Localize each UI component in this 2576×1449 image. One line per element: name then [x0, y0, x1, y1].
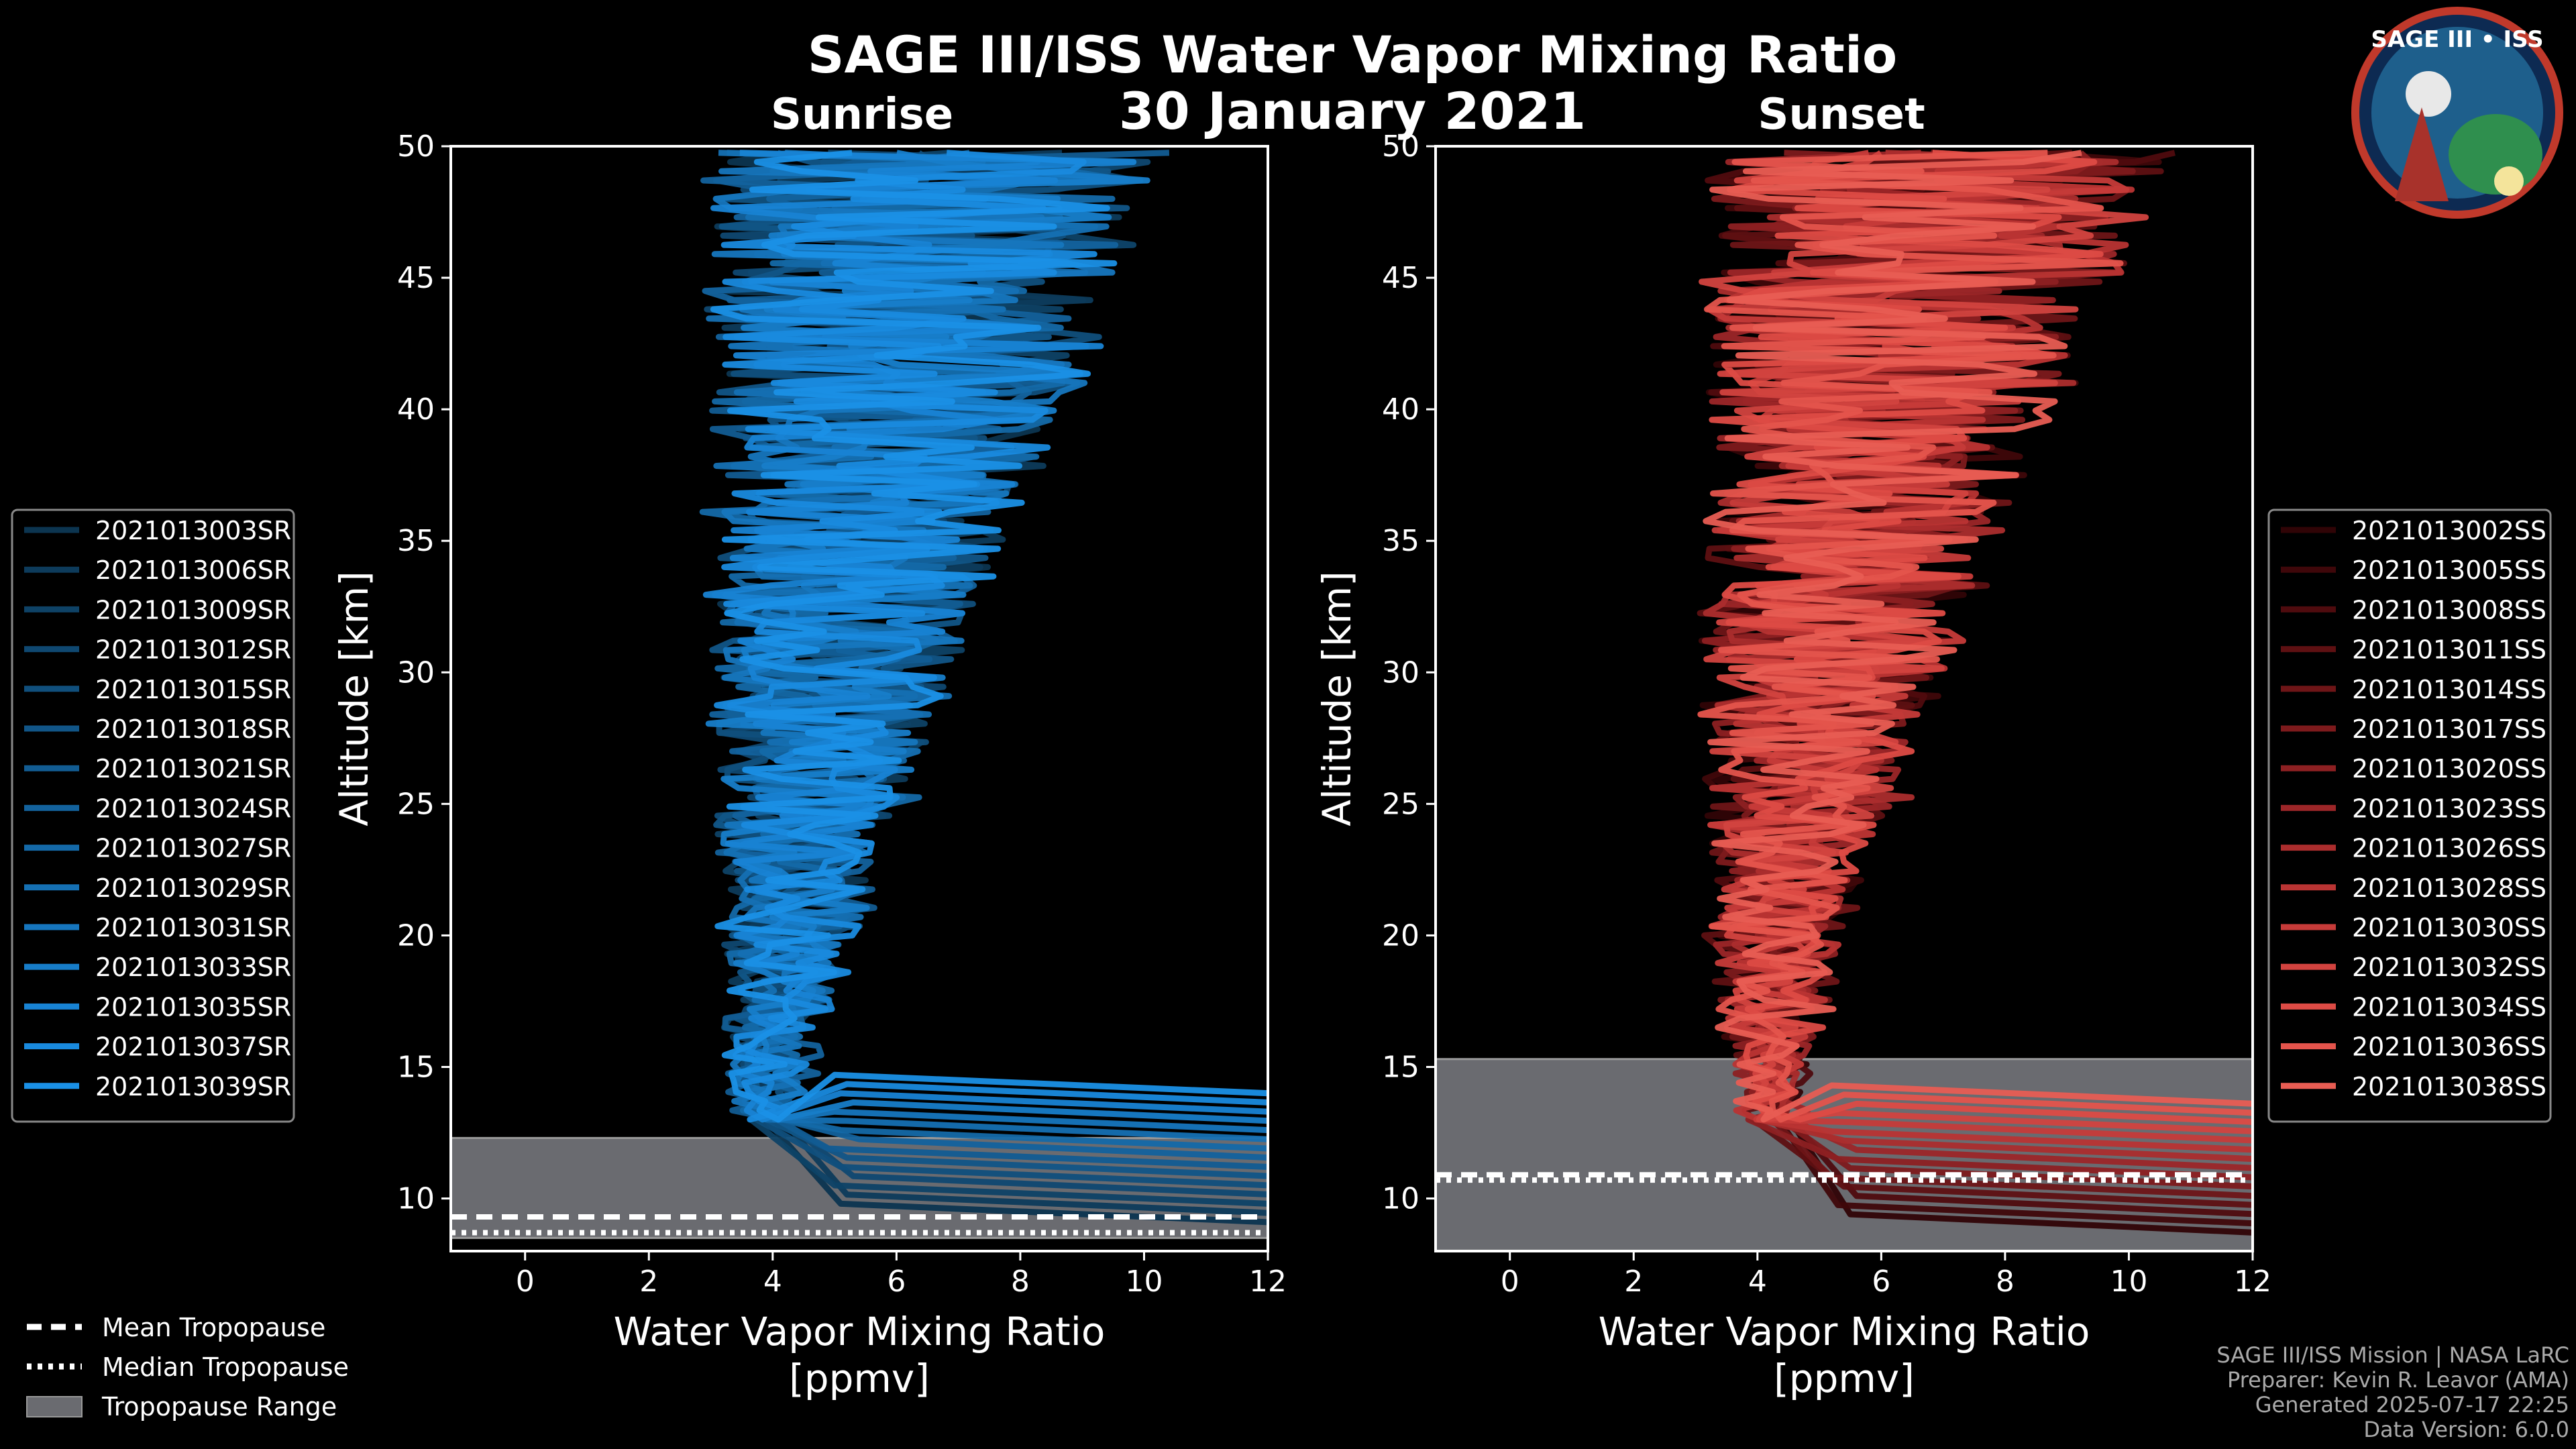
y-tick-label: 50	[397, 129, 435, 164]
y-axis-label: Altitude [km]	[1314, 571, 1360, 826]
legend-label: 2021013039SR	[95, 1072, 291, 1102]
legend-label: 2021013012SR	[95, 635, 291, 665]
legend-label: 2021013037SR	[95, 1032, 291, 1062]
series-legend: 2021013003SR 2021013006SR 2021013009SR 2021…	[11, 508, 295, 1123]
median-tropopause-label: Median Tropopause	[102, 1352, 349, 1382]
legend-box	[2267, 508, 2552, 1123]
profile-2021013039SR	[710, 150, 1268, 1123]
legend-label: 2021013036SS	[2352, 1032, 2546, 1062]
footer-line-1: SAGE III/ISS Mission | NASA LaRC	[2216, 1342, 2569, 1368]
x-tick-label: 0	[1501, 1265, 1519, 1299]
legend-label: 2021013031SR	[95, 913, 291, 943]
footer-line-4: Data Version: 6.0.0	[2363, 1417, 2569, 1442]
y-tick-label: 20	[397, 918, 435, 953]
y-tick-label: 15	[397, 1051, 435, 1085]
legend-label: 2021013005SS	[2352, 555, 2546, 585]
legend-label: 2021013028SS	[2352, 873, 2546, 903]
legend-label: 2021013026SS	[2352, 834, 2546, 863]
y-tick-label: 30	[397, 655, 435, 690]
legend-label: 2021013017SS	[2352, 714, 2546, 744]
x-axis-label-unit: [ppmv]	[789, 1356, 930, 1401]
x-tick-label: 2	[1624, 1265, 1643, 1299]
y-tick-label: 35	[397, 524, 435, 558]
legend-box	[11, 508, 295, 1123]
logo-text: SAGE III • ISS	[2371, 26, 2543, 53]
y-tick-label: 25	[1382, 787, 1419, 821]
profile-2021013037SR	[714, 150, 1268, 1123]
y-tick-label: 50	[1382, 129, 1419, 164]
tropopause-legend: Mean Tropopause Median Tropopause Tropop…	[26, 1313, 349, 1421]
y-tick-label: 25	[397, 787, 435, 821]
axes-frame	[1434, 145, 2254, 1252]
mean-tropopause-label: Mean Tropopause	[102, 1313, 325, 1342]
legend-label: 2021013029SR	[95, 873, 291, 903]
footer-credits: SAGE III/ISS Mission | NASA LaRC Prepare…	[2216, 1343, 2569, 1442]
y-tick-label: 40	[397, 392, 435, 427]
x-tick-label: 12	[2234, 1265, 2271, 1299]
legend-label: 2021013002SS	[2352, 516, 2546, 545]
footer-line-2: Preparer: Kevin R. Leavor (AMA)	[2226, 1367, 2569, 1393]
x-tick-label: 10	[1125, 1265, 1163, 1299]
legend-label: 2021013021SR	[95, 754, 291, 784]
legend-label: 2021013008SS	[2352, 595, 2546, 625]
y-tick-label: 20	[1382, 918, 1419, 953]
legend-label: 2021013015SR	[95, 675, 291, 704]
legend-label: 2021013024SR	[95, 794, 291, 823]
legend-label: 2021013011SS	[2352, 635, 2546, 665]
axes-frame	[449, 145, 1269, 1252]
profile-2021013038SS	[1703, 150, 2253, 1123]
legend-label: 2021013034SS	[2352, 992, 2546, 1022]
x-tick-label: 8	[1996, 1265, 2015, 1299]
tropopause-range-swatch	[26, 1396, 83, 1417]
main-title: SAGE III/ISS Water Vapor Mixing Ratio	[808, 25, 1898, 85]
panel-subtitle: Sunrise	[771, 90, 953, 140]
footer-line-3: Generated 2025-07-17 22:25	[2255, 1392, 2569, 1417]
x-tick-label: 4	[763, 1265, 782, 1299]
x-axis-label: Water Vapor Mixing Ratio	[1599, 1309, 2090, 1354]
mission-logo: SAGE III • ISS	[2351, 7, 2563, 219]
legend-label: 2021013006SR	[95, 555, 291, 585]
date-subtitle: 30 January 2021	[1119, 81, 1586, 141]
x-tick-label: 6	[887, 1265, 906, 1299]
legend-label: 2021013009SR	[95, 595, 291, 625]
legend-label: 2021013027SR	[95, 834, 291, 863]
y-tick-label: 40	[1382, 392, 1419, 427]
x-tick-label: 8	[1011, 1265, 1030, 1299]
legend-label: 2021013035SR	[95, 992, 291, 1022]
legend-label: 2021013038SS	[2352, 1072, 2546, 1102]
series-legend: 2021013002SS 2021013005SS 2021013008SS 2021…	[2267, 508, 2552, 1123]
x-tick-label: 0	[516, 1265, 535, 1299]
x-axis-label-unit: [ppmv]	[1774, 1356, 1915, 1401]
y-tick-label: 45	[1382, 261, 1419, 295]
legend-label: 2021013033SR	[95, 953, 291, 982]
y-tick-label: 45	[397, 261, 435, 295]
legend-label: 2021013023SS	[2352, 794, 2546, 823]
legend-label: 2021013032SS	[2352, 953, 2546, 982]
x-tick-label: 12	[1249, 1265, 1287, 1299]
legend-label: 2021013018SR	[95, 714, 291, 744]
y-tick-label: 30	[1382, 655, 1419, 690]
panel-sunset: Sunset 0 2 4 6 8 10 12 10 15 20 25 30 35 40 45 50 Water V…	[1314, 90, 2552, 1401]
y-tick-label: 10	[1382, 1182, 1419, 1216]
plot-area	[1436, 150, 2253, 1251]
legend-label: 2021013020SS	[2352, 754, 2546, 784]
legend-label: 2021013014SS	[2352, 675, 2546, 704]
y-axis-label: Altitude [km]	[331, 571, 377, 826]
panel-sunrise: Sunrise 0 2 4 6 8 10 12 10 15 20 25 30 35 40 45 50 Water …	[11, 90, 1287, 1401]
x-tick-label: 4	[1748, 1265, 1767, 1299]
x-tick-label: 6	[1872, 1265, 1890, 1299]
legend-label: 2021013030SS	[2352, 913, 2546, 943]
x-tick-label: 2	[639, 1265, 658, 1299]
x-axis-label: Water Vapor Mixing Ratio	[614, 1309, 1106, 1354]
legend-label: 2021013003SR	[95, 516, 291, 545]
y-tick-label: 10	[397, 1182, 435, 1216]
y-tick-label: 15	[1382, 1051, 1419, 1085]
plot-area	[451, 150, 1268, 1239]
x-tick-label: 10	[2110, 1265, 2147, 1299]
panel-subtitle: Sunset	[1758, 90, 1925, 140]
tropopause-range-label: Tropopause Range	[101, 1392, 337, 1421]
y-tick-label: 35	[1382, 524, 1419, 558]
